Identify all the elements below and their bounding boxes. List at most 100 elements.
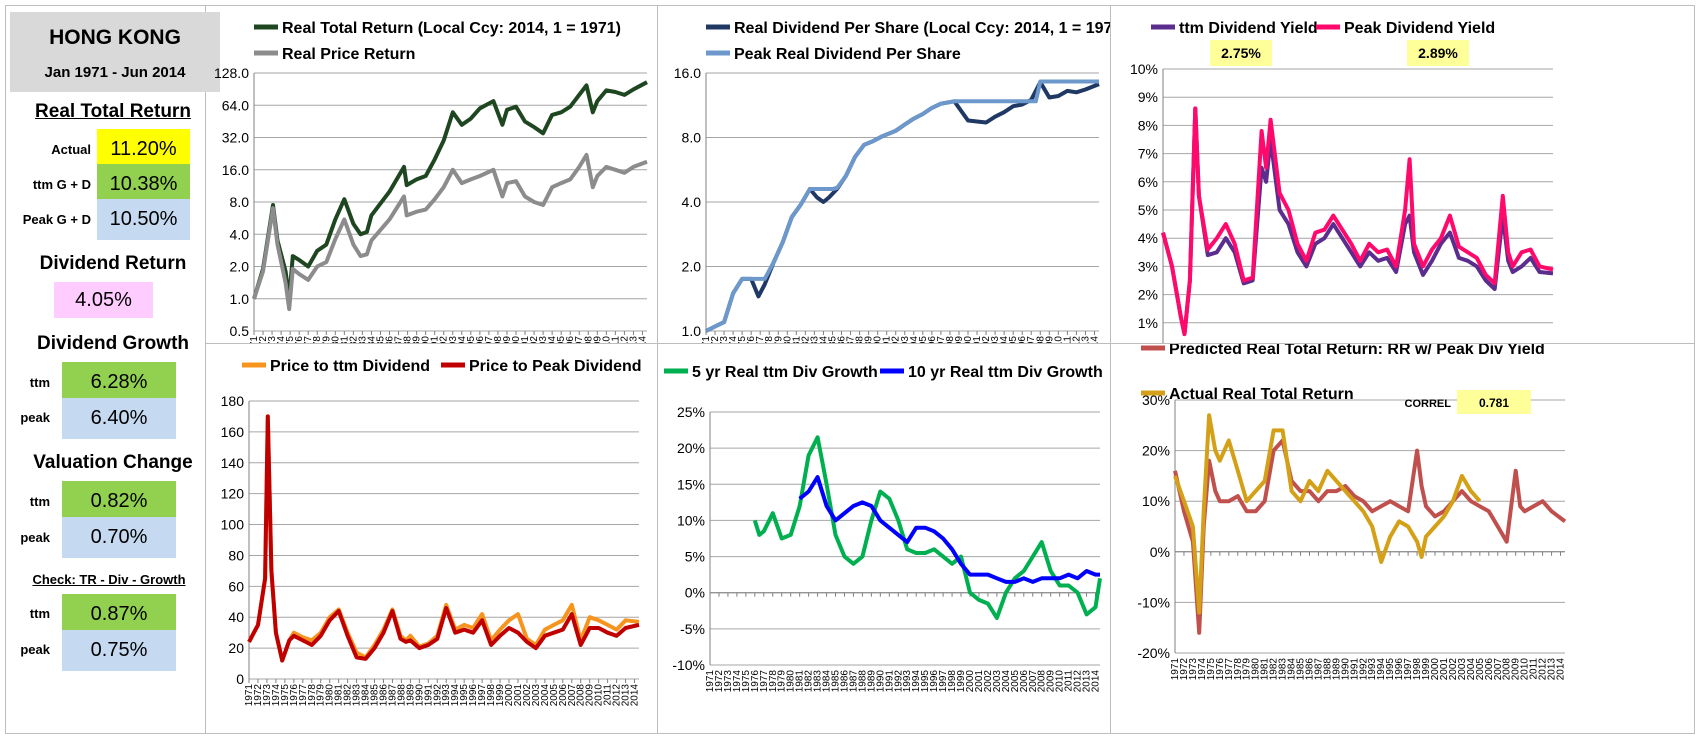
x-tick-label: 2014 [637, 336, 648, 343]
y-tick-label: 128.0 [214, 65, 249, 81]
correl-value: 0.781 [1479, 396, 1509, 410]
y-tick-label: 2.0 [230, 259, 250, 275]
x-tick-label: 1984 [818, 336, 829, 343]
x-tick-label: 1999 [495, 684, 506, 707]
y-tick-label: 1.0 [230, 291, 250, 307]
x-tick-label: 2013 [1080, 336, 1091, 343]
y-tick-label: -20% [1137, 645, 1170, 661]
x-tick-label: 1985 [370, 684, 381, 707]
x-tick-label: 1989 [405, 684, 416, 707]
x-tick-label: 2009 [1046, 670, 1057, 693]
legend-label: Peak Dividend Yield [1344, 20, 1495, 37]
x-tick-label: 1973 [1188, 658, 1199, 681]
x-tick-label: 1975 [285, 336, 296, 343]
legend-label: Price to Peak Dividend [469, 358, 642, 375]
x-tick-label: 2003 [990, 336, 1001, 343]
x-tick-label: 2005 [1010, 670, 1021, 693]
x-tick-label: 1982 [348, 336, 359, 343]
y-tick-label: 9% [1138, 89, 1158, 105]
x-tick-label: 1994 [1376, 658, 1387, 681]
x-tick-label: 1990 [1340, 658, 1351, 681]
dg-peak-value: 6.40% [62, 398, 176, 439]
x-tick-label: 1972 [710, 336, 721, 343]
vc-peak-value: 0.70% [62, 517, 176, 558]
x-tick-label: 1983 [352, 684, 363, 707]
x-tick-label: 2002 [983, 670, 994, 693]
x-tick-label: 1992 [439, 336, 450, 343]
legend-label: Actual Real Total Return [1169, 386, 1354, 403]
x-tick-label: 1999 [1421, 658, 1432, 681]
x-tick-label: 1978 [768, 670, 779, 693]
vc-peak-label: peak [20, 530, 50, 545]
x-tick-label: 1974 [728, 336, 739, 343]
x-tick-label: 2008 [1035, 336, 1046, 343]
x-tick-label: 2007 [574, 336, 585, 343]
x-tick-label: 2012 [612, 684, 623, 707]
market-title: HONG KONG [49, 26, 181, 49]
x-tick-label: 1995 [466, 336, 477, 343]
x-tick-label: 1998 [945, 336, 956, 343]
x-tick-label: 1974 [276, 336, 287, 343]
x-tick-label: 1984 [1287, 658, 1298, 681]
x-tick-label: 1982 [800, 336, 811, 343]
series-line [1173, 438, 1567, 635]
x-tick-label: 2010 [1520, 658, 1531, 681]
x-tick-label: 2010 [594, 684, 605, 707]
x-tick-label: 2008 [576, 684, 587, 707]
x-tick-label: 2004 [999, 336, 1010, 343]
x-tick-label: 2011 [1529, 658, 1540, 680]
x-tick-label: 1999 [502, 336, 513, 343]
y-tick-label: 160 [221, 424, 245, 440]
x-tick-label: 2007 [1028, 670, 1039, 693]
series-line [1173, 413, 1482, 615]
x-tick-label: 1980 [1251, 658, 1262, 681]
x-tick-label: 1976 [289, 684, 300, 707]
x-tick-label: 2003 [538, 336, 549, 343]
correl-label: CORREL [1405, 398, 1452, 410]
x-tick-label: 1996 [468, 684, 479, 707]
ck-ttm-value: 0.87% [62, 594, 176, 635]
divider [657, 5, 658, 734]
x-tick-label: 1997 [938, 670, 949, 693]
dg-ttm-value: 6.28% [62, 362, 176, 403]
x-tick-label: 2012 [1073, 670, 1084, 693]
y-tick-label: 15% [677, 476, 705, 492]
peak-gd-value: 10.50% [97, 199, 190, 240]
x-tick-label: 1987 [1313, 658, 1324, 681]
x-tick-label: 1978 [307, 684, 318, 707]
vc-ttm-label: ttm [29, 494, 50, 509]
title-box: HONG KONG Jan 1971 - Jun 2014 [10, 12, 220, 92]
x-tick-label: 2002 [529, 336, 540, 343]
x-tick-label: 1983 [813, 670, 824, 693]
y-tick-label: 5% [1138, 202, 1158, 218]
y-tick-label: 3% [1138, 258, 1158, 274]
y-tick-label: 25% [677, 404, 705, 420]
x-tick-label: 1979 [316, 684, 327, 707]
x-tick-label: 2011 [610, 336, 621, 343]
real-total-return-chart: 0.5 1.0 2.0 4.0 8.0 16.0 32.0 64.0 128.0 19711972… [214, 20, 649, 343]
x-tick-label: 1999 [956, 670, 967, 693]
x-tick-label: 1981 [791, 336, 802, 343]
x-tick-label: 1984 [366, 336, 377, 343]
x-tick-label: 2009 [585, 684, 596, 707]
x-tick-label: 2008 [1037, 670, 1048, 693]
x-tick-label: 1983 [357, 336, 368, 343]
y-tick-label: -5% [680, 621, 705, 637]
x-tick-label: 1995 [920, 670, 931, 693]
x-tick-label: 2005 [549, 684, 560, 707]
x-tick-label: 2008 [1502, 658, 1513, 681]
x-tick-label: 2004 [1001, 670, 1012, 693]
divider [205, 5, 206, 734]
x-tick-label: 2001 [974, 670, 985, 693]
x-tick-label: 1981 [1260, 658, 1271, 681]
y-tick-label: 10% [1142, 493, 1170, 509]
y-tick-label: 6% [1138, 174, 1158, 190]
x-tick-label: 2003 [1457, 658, 1468, 681]
legend-label: 10 yr Real ttm Div Growth [908, 364, 1103, 381]
x-tick-label: 1982 [1269, 658, 1280, 681]
x-tick-label: 2014 [1091, 670, 1102, 693]
ck-ttm-label: ttm [29, 606, 50, 621]
ttm-gd-value: 10.38% [97, 164, 190, 205]
x-tick-label: 2003 [531, 684, 542, 707]
x-tick-label: 1991 [430, 336, 441, 343]
